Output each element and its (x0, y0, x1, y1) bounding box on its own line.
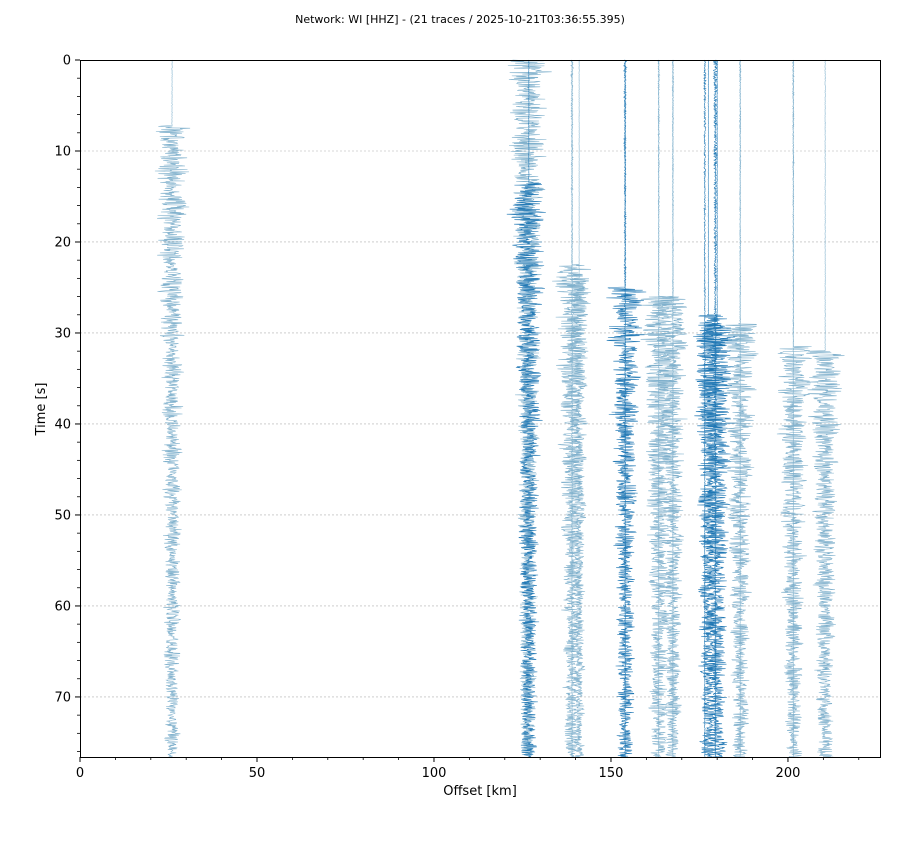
y-tick-label: 70 (54, 690, 71, 705)
y-tick-label: 60 (54, 599, 71, 614)
trace-7 (640, 59, 677, 758)
trace-21 (791, 59, 795, 758)
trace-15 (622, 59, 628, 758)
x-tick-label: 200 (776, 766, 801, 781)
trace-9 (693, 59, 728, 758)
x-tick-label: 0 (76, 766, 84, 781)
y-tick-label: 50 (54, 508, 71, 523)
y-axis: 0 10 20 30 40 50 60 70 (54, 54, 80, 752)
plot-frame (80, 60, 881, 758)
x-tick-label: 150 (599, 766, 624, 781)
trace-5 (567, 59, 591, 758)
y-axis-label: Time [s] (34, 383, 49, 437)
trace-14 (569, 59, 574, 758)
y-tick-label: 0 (63, 54, 71, 69)
trace-18 (702, 59, 707, 758)
x-tick-label: 100 (422, 766, 447, 781)
trace-17 (671, 59, 675, 758)
y-tick-label: 40 (54, 417, 71, 432)
gridlines (80, 150, 880, 698)
x-axis: 0 50 100 150 200 (76, 757, 860, 781)
trace-13 (806, 59, 845, 758)
trace-6 (606, 59, 647, 758)
trace-1 (154, 59, 191, 758)
trace-20 (738, 59, 742, 758)
chart-title: Network: WI [HHZ] - (21 traces / 2025-10… (295, 13, 625, 26)
trace-layer (154, 59, 845, 758)
x-tick-label: 50 (249, 766, 266, 781)
trace-11 (724, 59, 759, 758)
trace-19 (712, 59, 719, 758)
x-axis-label: Offset [km] (443, 784, 517, 799)
y-tick-label: 30 (54, 326, 71, 341)
trace-3 (506, 59, 546, 758)
y-tick-label: 20 (54, 235, 71, 250)
trace-4 (552, 60, 591, 758)
trace-16 (657, 59, 661, 758)
trace-2 (507, 59, 552, 758)
trace-10 (700, 59, 738, 758)
trace-12 (776, 60, 812, 758)
y-tick-label: 10 (54, 144, 71, 159)
